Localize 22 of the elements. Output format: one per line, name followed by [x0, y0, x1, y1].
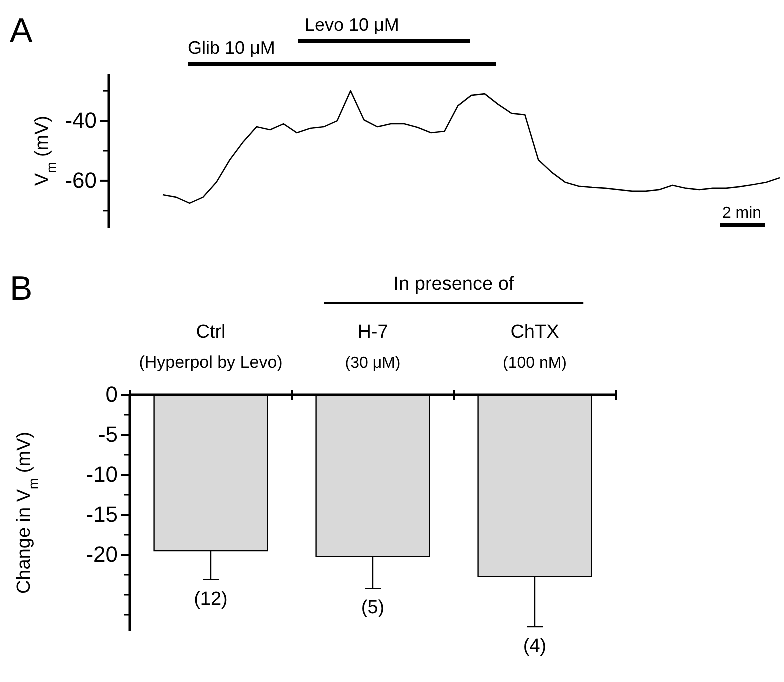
y-tick-label: -5	[98, 422, 118, 448]
y-tick-label: -60	[65, 168, 97, 193]
y-tick-label: -40	[65, 108, 97, 134]
annotation: (12)	[194, 588, 228, 610]
x-tick-label: H-7	[358, 322, 388, 343]
text: (Hyperpol by Levo)	[139, 353, 283, 372]
text: (100 nM)	[502, 355, 568, 372]
annotation: (5)	[361, 598, 385, 619]
text: Levo 10 μM	[305, 15, 400, 35]
chart-title: B	[10, 270, 33, 308]
y-tick-label: -20	[86, 542, 118, 568]
chart-title: A	[10, 12, 33, 50]
y-tick-label: -10	[86, 462, 118, 488]
text: In presence of	[394, 274, 515, 295]
text: (30 μM)	[345, 355, 401, 372]
text: Glib 10 μM	[188, 38, 276, 58]
y-tick-label: -15	[86, 502, 118, 528]
y-tick-label: 0	[106, 382, 118, 408]
annotation: (4)	[523, 636, 547, 657]
annotation: 2 min	[722, 205, 762, 222]
x-tick-label: Ctrl	[196, 322, 226, 343]
x-tick-label: ChTX	[510, 322, 560, 343]
